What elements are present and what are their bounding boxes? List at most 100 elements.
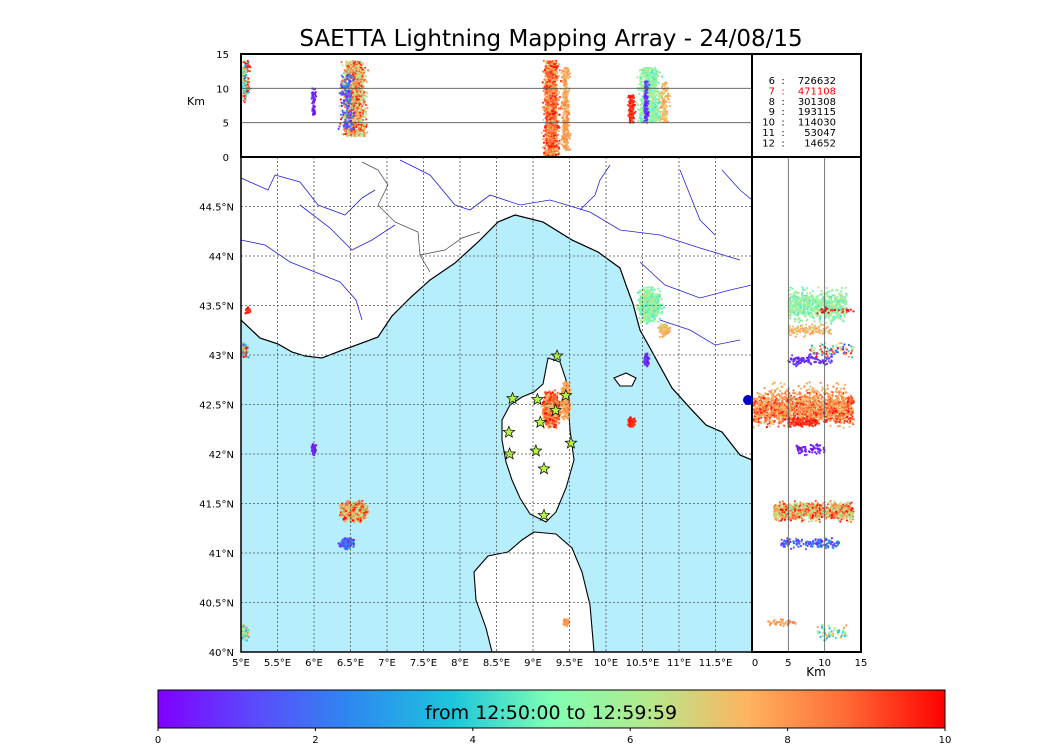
lightning-source-point <box>555 426 558 429</box>
station-star-icon <box>548 403 563 417</box>
lightning-source-point <box>645 308 649 312</box>
lightning-source-point <box>648 298 651 302</box>
lightning-source-point <box>667 331 670 334</box>
lightning-source-point <box>660 307 663 310</box>
lightning-source-point <box>651 314 654 318</box>
lightning-source-point <box>359 517 362 520</box>
lightning-source-point <box>553 401 556 405</box>
lightning-source-point <box>650 311 653 315</box>
lightning-source-point <box>312 453 316 457</box>
lightning-source-point <box>665 332 668 335</box>
lat-tick-label: 44°N <box>209 252 234 263</box>
lightning-source-point <box>346 500 349 503</box>
lightning-source-point <box>246 349 249 352</box>
lightning-source-point <box>649 309 652 312</box>
lightning-source-point <box>563 413 566 416</box>
lightning-source-point <box>639 289 642 292</box>
lightning-source-point <box>653 309 656 312</box>
lightning-source-point <box>365 511 368 514</box>
lightning-source-point <box>350 542 353 545</box>
lon-tick-label: 9°E <box>524 658 542 669</box>
lightning-source-point <box>243 638 247 642</box>
lightning-source-point <box>566 619 570 622</box>
lightning-source-point <box>562 619 566 622</box>
station-star-icon <box>502 425 516 438</box>
coastline <box>241 214 752 461</box>
lon-tick-label: 6°E <box>305 658 323 669</box>
lightning-source-point <box>645 286 648 289</box>
lightning-source-point <box>362 514 366 517</box>
lightning-source-point <box>548 395 551 398</box>
lightning-source-point <box>638 301 642 305</box>
lightning-source-point <box>242 343 245 346</box>
chart-title: SAETTA Lightning Mapping Array - 24/08/1… <box>299 26 802 52</box>
lightning-source-point <box>653 302 656 306</box>
lightning-source-point <box>554 413 557 417</box>
lightning-source-point <box>566 413 569 416</box>
lightning-source-point <box>247 356 250 359</box>
lightning-source-point <box>642 320 645 323</box>
lon-tick-label: 9.5°E <box>556 658 583 669</box>
lightning-source-point <box>563 416 566 420</box>
lightning-source-point <box>354 514 358 517</box>
lightning-source-point <box>637 298 640 301</box>
lightning-source-point <box>345 507 348 511</box>
lightning-source-point <box>247 628 250 632</box>
lon-tick-label: 11°E <box>667 658 691 669</box>
lightning-source-point <box>342 540 345 543</box>
lightning-source-point <box>554 420 558 423</box>
lightning-source-point <box>351 511 354 514</box>
lightning-source-point <box>245 639 249 642</box>
station-star-icon <box>564 436 578 449</box>
lightning-source-point <box>342 510 346 513</box>
lat-tick-label: 40.5°N <box>199 599 234 610</box>
lightning-source-point <box>356 520 360 524</box>
lightning-source-point <box>548 425 551 428</box>
lightning-source-point <box>342 505 345 508</box>
lightning-source-point <box>241 628 244 632</box>
lightning-source-point <box>542 101 545 104</box>
lightning-source-point <box>554 397 558 400</box>
lightning-source-point <box>565 385 569 389</box>
lightning-source-point <box>565 404 568 408</box>
lightning-source-point <box>340 514 343 517</box>
lightning-source-point <box>340 542 343 545</box>
lightning-source-point <box>244 629 248 632</box>
latitude-tick-labels: 40°N40.5°N41°N41.5°N42°N42.5°N43°N43.5°N… <box>199 203 234 660</box>
lightning-source-point <box>663 323 667 326</box>
lightning-source-point <box>646 288 649 292</box>
lightning-source-point <box>354 510 357 513</box>
lightning-source-point <box>642 286 645 290</box>
lightning-source-point <box>564 381 567 384</box>
lightning-source-point <box>242 355 245 359</box>
lightning-source-point <box>358 512 361 515</box>
lightning-source-point <box>555 402 559 405</box>
lightning-source-point <box>643 361 646 365</box>
lightning-source-point <box>637 291 640 294</box>
lightning-source-point <box>363 504 366 507</box>
lightning-source-point <box>243 348 246 352</box>
lightning-source-point <box>658 294 661 298</box>
lightning-source-point <box>549 411 553 414</box>
lightning-source-point <box>348 518 351 522</box>
lightning-source-point <box>349 507 353 510</box>
lightning-source-point <box>646 300 649 303</box>
lat-tick-label: 43°N <box>209 351 234 362</box>
lightning-source-point <box>642 310 646 313</box>
lightning-source-point <box>659 304 662 307</box>
lightning-source-point <box>360 504 363 507</box>
lat-tick-label: 41.5°N <box>199 500 234 511</box>
lightning-source-point <box>347 509 350 512</box>
lightning-source-point <box>639 311 642 314</box>
map-panel: 5°E 5.5°E 6°E 6.5°E 7°E 7.5°E 8°E 8.5°E 9°E 9.5°E… <box>199 156 753 669</box>
lightning-source-point <box>559 412 563 415</box>
lightning-source-point <box>241 626 244 630</box>
lightning-source-point <box>364 506 368 509</box>
lightning-source-point <box>351 519 355 522</box>
lightning-source-point <box>654 301 658 304</box>
lightning-source-point <box>658 317 661 321</box>
lightning-source-point <box>655 305 659 308</box>
lightning-source-point <box>544 422 548 425</box>
lightning-source-point <box>551 417 554 420</box>
